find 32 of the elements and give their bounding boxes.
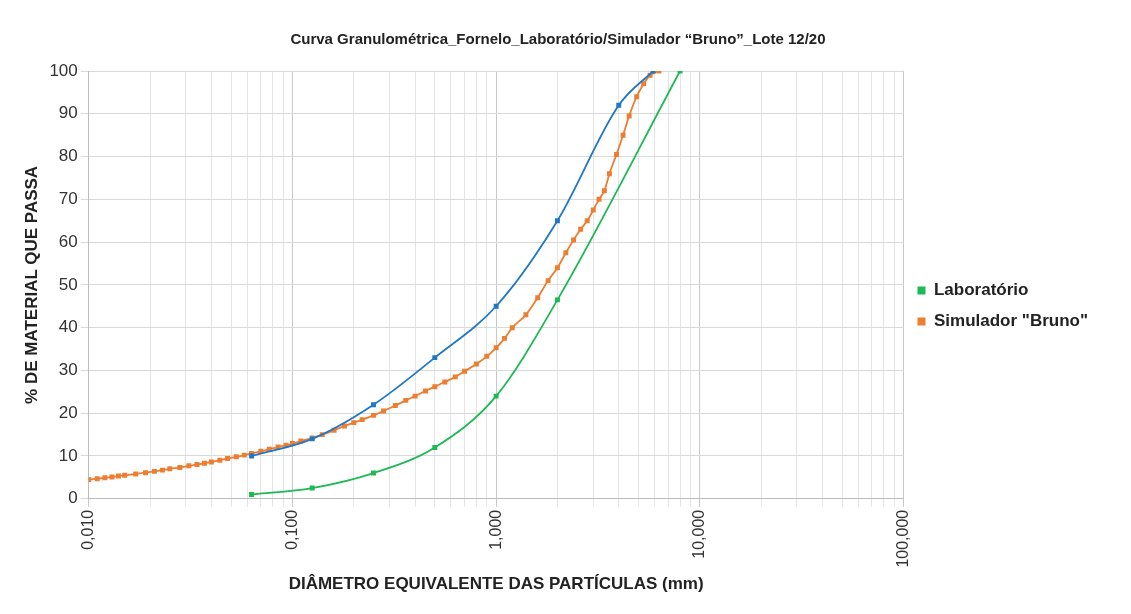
x-axis-title: DIÂMETRO EQUIVALENTE DAS PARTÍCULAS (mm)	[288, 574, 704, 594]
point	[554, 297, 560, 303]
x-tick-label: 100,000	[893, 509, 911, 568]
y-tick-label: 90	[58, 103, 78, 123]
y-tick-label: 40	[58, 317, 78, 337]
x-tick-label: 0,100	[282, 509, 300, 550]
legend-label: Simulador "Bruno"	[933, 311, 1088, 331]
point	[249, 492, 255, 497]
y-axis-title: % DE MATERIAL QUE PASSA	[21, 165, 41, 404]
y-tick-label: 80	[58, 146, 78, 166]
legend-label: Laboratório	[933, 280, 1029, 300]
y-tick-label: 10	[58, 445, 78, 465]
y-tick-label: 60	[58, 231, 78, 251]
point	[309, 485, 315, 491]
point	[371, 470, 376, 476]
point	[371, 402, 376, 408]
x-tick-label: 10,000	[690, 509, 708, 559]
y-tick-label: 30	[58, 360, 78, 380]
y-tick-label: 100	[49, 60, 78, 80]
y-tick-label: 50	[58, 274, 78, 294]
point	[493, 393, 499, 399]
point	[493, 303, 499, 309]
point	[432, 355, 438, 361]
y-tick-label: 70	[58, 189, 78, 209]
chart-title: Curva Granulométrica_Fornelo_Laboratório/Simulador “Bruno”_Lote 12/20	[290, 30, 826, 48]
x-tick-label: 1,000	[486, 509, 504, 550]
point	[616, 102, 622, 108]
point	[432, 444, 438, 450]
y-tick-label: 0	[68, 488, 78, 508]
x-tick-label: 0,010	[79, 509, 97, 550]
point	[554, 218, 560, 224]
y-tick-label: 20	[58, 402, 78, 422]
